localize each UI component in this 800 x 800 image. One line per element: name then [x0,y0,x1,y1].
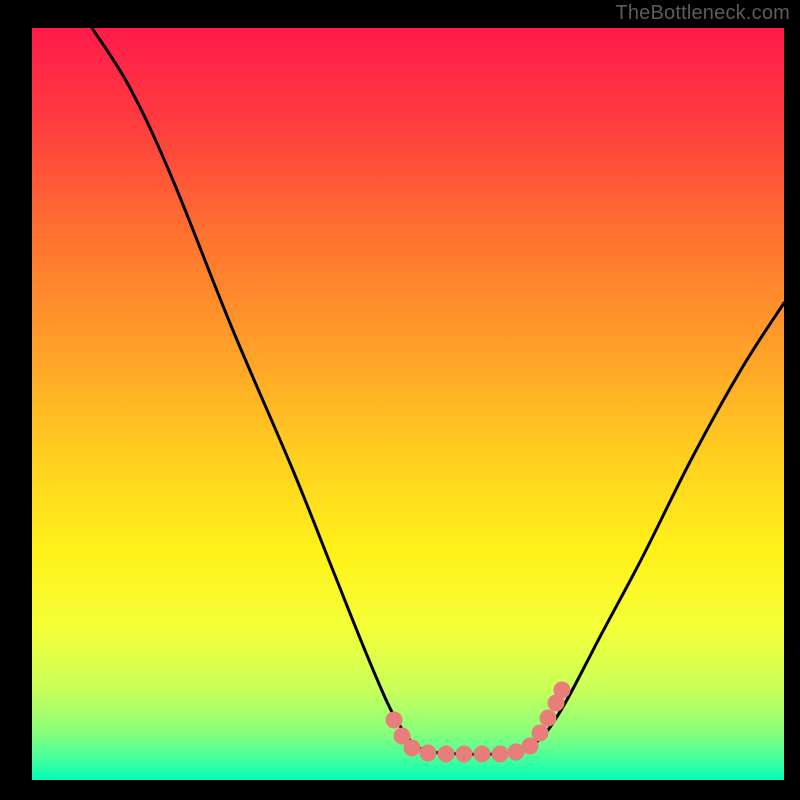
valley-dot [386,712,403,729]
valley-dot [438,746,455,763]
valley-dot [456,746,473,763]
plot-area [32,28,784,780]
chart-stage: TheBottleneck.com [0,0,800,800]
valley-dot [474,746,491,763]
valley-dot [492,746,509,763]
curve-layer [32,28,784,780]
valley-dot [532,725,549,742]
bottleneck-curve [92,28,784,754]
valley-dot [404,740,421,757]
valley-dot [420,745,437,762]
watermark-text: TheBottleneck.com [615,2,790,25]
valley-dot [540,710,557,727]
valley-dot [554,682,571,699]
